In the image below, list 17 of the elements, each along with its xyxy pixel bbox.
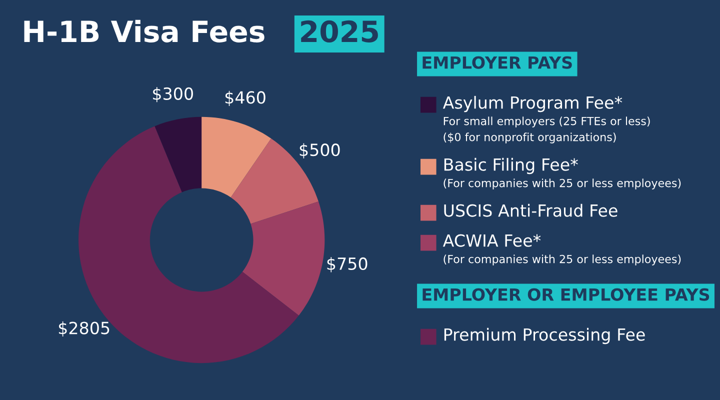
legend-label: Asylum Program Fee* For small employers (25 FTEs or less) ($0 for nonprofit organizations)	[442, 96, 650, 144]
legend-label: USCIS Anti-Fraud Fee	[444, 204, 618, 217]
data-label: $750	[327, 257, 368, 272]
data-label: $500	[300, 143, 340, 158]
legend-label: ACWIA Fee* (For companies with 25 or less employees)	[442, 234, 681, 266]
donut-slice	[202, 116, 272, 198]
data-label: $2805	[58, 321, 110, 337]
donut-slice	[242, 202, 325, 316]
legend-label: Basic Filing Fee* (For companies with 25 or less employees)	[444, 158, 681, 190]
legend-label: Premium Processing Fee	[444, 328, 645, 344]
donut-slice	[154, 116, 202, 192]
chart-subtitle: 2025	[301, 20, 378, 42]
data-label: $460	[225, 90, 266, 106]
data-label: $300	[153, 87, 193, 102]
chart-title: H-1B Visa Fees	[24, 20, 264, 42]
text: EMPLOYER PAYS	[422, 56, 572, 69]
text: EMPLOYER OR EMPLOYEE PAYS	[422, 288, 710, 301]
